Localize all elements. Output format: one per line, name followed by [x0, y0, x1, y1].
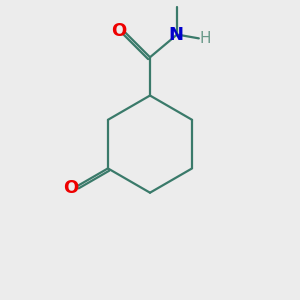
Text: O: O	[111, 22, 126, 40]
Text: N: N	[168, 26, 183, 44]
Text: H: H	[200, 32, 211, 46]
Text: O: O	[63, 178, 79, 196]
